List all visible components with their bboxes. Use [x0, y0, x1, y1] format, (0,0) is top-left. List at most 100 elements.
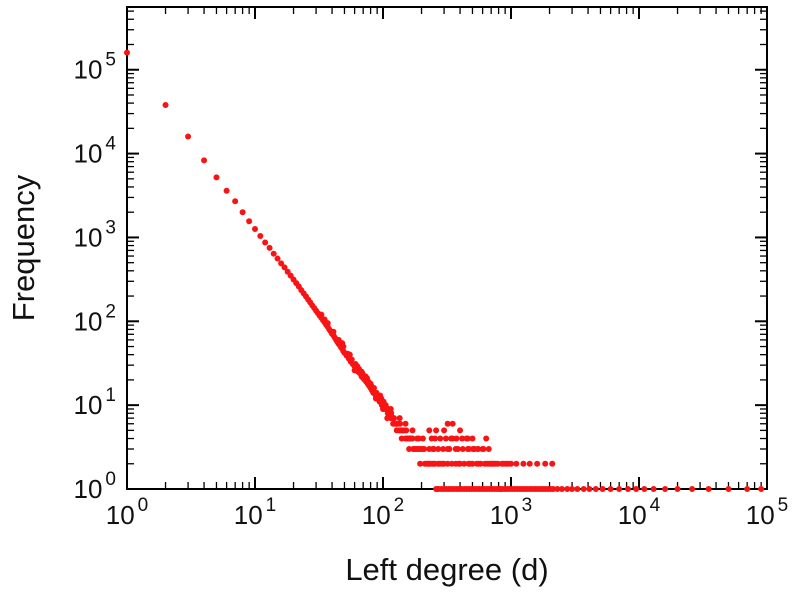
data-point	[534, 460, 541, 467]
data-point	[574, 486, 581, 492]
data-point	[453, 435, 460, 442]
data-point	[421, 445, 428, 452]
data-point	[437, 435, 444, 442]
x-tick-label: 10 5	[746, 495, 789, 530]
data-point	[662, 486, 669, 492]
data-point	[459, 435, 466, 442]
data-point	[461, 460, 468, 467]
y-tick-label: 10 3	[74, 217, 117, 252]
x-tick-label: 10 1	[234, 495, 277, 530]
data-point	[542, 460, 549, 467]
y-tick-label: 10 2	[74, 301, 117, 336]
data-point	[446, 445, 453, 452]
axis-ticks	[126, 7, 768, 490]
data-point	[246, 218, 253, 225]
data-point	[435, 445, 442, 452]
x-axis-label: Left degree (d)	[345, 552, 548, 587]
data-point	[440, 445, 447, 452]
data-point	[281, 264, 288, 271]
data-point	[278, 260, 285, 267]
data-point	[725, 486, 732, 492]
data-point	[616, 486, 623, 492]
data-point	[162, 101, 169, 108]
data-point	[599, 486, 606, 492]
data-point	[346, 351, 353, 358]
data-point	[441, 427, 448, 434]
data-point	[274, 255, 281, 262]
data-point	[624, 486, 631, 492]
data-point	[459, 445, 466, 452]
data-point	[674, 486, 681, 492]
data-point	[370, 385, 377, 392]
data-point	[549, 460, 556, 467]
data-point	[417, 460, 424, 467]
data-point	[485, 445, 492, 452]
data-point	[449, 420, 456, 427]
data-point	[409, 435, 416, 442]
data-point	[270, 250, 277, 257]
data-point	[442, 435, 449, 442]
y-tick-label: 10 1	[74, 385, 117, 420]
data-point	[513, 460, 520, 467]
data-point	[232, 198, 239, 205]
data-point	[124, 49, 130, 56]
data-point	[324, 320, 331, 327]
x-tick-label: 10 3	[490, 495, 533, 530]
data-point	[758, 486, 765, 492]
data-point	[257, 233, 264, 240]
x-tick-label: 10 0	[106, 495, 149, 530]
data-point	[554, 486, 561, 492]
data-point	[464, 435, 471, 442]
x-tick-label: 10 4	[618, 495, 661, 530]
data-point	[318, 311, 325, 318]
data-point	[744, 486, 751, 492]
data-point	[402, 420, 409, 427]
data-point	[430, 445, 437, 452]
data-point	[213, 174, 220, 181]
data-point	[444, 420, 451, 427]
data-point	[185, 133, 192, 140]
data-point	[419, 435, 426, 442]
data-point	[388, 410, 395, 417]
data-point	[569, 486, 576, 492]
data-point	[415, 435, 422, 442]
data-point	[592, 486, 599, 492]
data-point	[330, 328, 337, 335]
y-tick-label: 10 0	[74, 469, 117, 504]
data-point	[580, 486, 587, 492]
data-point	[340, 343, 347, 350]
data-point	[641, 486, 648, 492]
x-tick-labels: 10 0 10 1 10 2 10 3 10 4 10 5	[106, 495, 789, 530]
data-point	[469, 435, 476, 442]
data-point	[454, 445, 461, 452]
y-tick-label: 10 4	[74, 134, 117, 169]
data-point	[432, 435, 439, 442]
data-point	[607, 486, 614, 492]
data-point	[403, 427, 410, 434]
data-point	[262, 239, 269, 246]
data-point	[475, 445, 482, 452]
data-point	[633, 486, 640, 492]
data-point	[477, 460, 484, 467]
data-point	[586, 486, 593, 492]
data-point	[564, 486, 571, 492]
data-point	[223, 187, 230, 194]
plot-frame	[126, 6, 768, 490]
data-point	[433, 427, 440, 434]
data-point	[409, 427, 416, 434]
y-axis-label: Frequency	[6, 174, 41, 321]
data-point	[252, 226, 258, 233]
data-point	[558, 486, 565, 492]
data-point	[520, 460, 527, 467]
data-point	[526, 460, 533, 467]
data-point	[550, 486, 557, 492]
data-point	[650, 486, 657, 492]
data-point	[457, 427, 464, 434]
data-point	[689, 486, 696, 492]
data-point	[239, 209, 246, 216]
data-point	[426, 427, 433, 434]
data-point	[444, 460, 451, 467]
